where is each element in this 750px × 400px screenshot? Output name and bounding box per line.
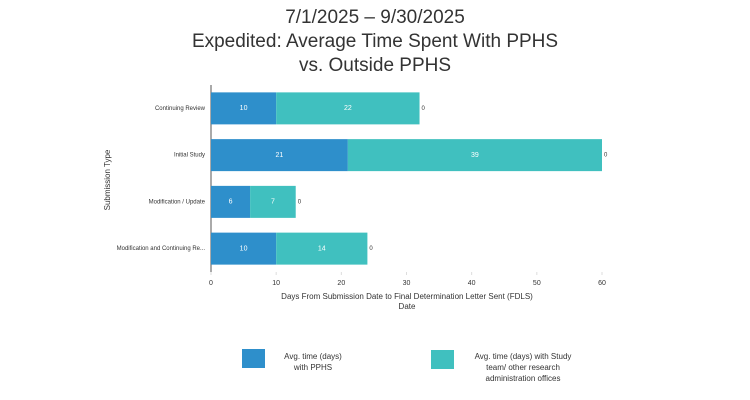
data-label: 22: [344, 105, 352, 112]
y-tick-label: Modification / Update: [149, 199, 206, 205]
bar-segment: [211, 185, 251, 218]
x-tick-label: 30: [403, 280, 411, 287]
y-tick-label: Modification and Continuing Re...: [117, 246, 206, 252]
data-label: 0: [604, 153, 608, 159]
x-tick-label: 40: [468, 280, 476, 287]
x-tick-label: 20: [337, 280, 345, 287]
legend-swatch: [431, 350, 454, 369]
x-tick-label: 50: [533, 280, 541, 287]
data-label: 39: [471, 152, 479, 159]
data-label: 6: [229, 199, 233, 206]
x-tick-label: 0: [209, 280, 213, 287]
bar-segment: [276, 92, 420, 125]
x-axis-label: Days From Submission Date to Final Deter…: [281, 292, 533, 301]
title-line: 7/1/2025 – 9/30/2025: [285, 7, 465, 28]
x-axis-label: Date: [399, 302, 416, 311]
legend-label: Avg. time (days) with PPHS: [284, 352, 342, 372]
data-label: 0: [298, 199, 302, 205]
title-line: Expedited: Average Time Spent With PPHS: [192, 31, 558, 52]
data-label: 21: [276, 152, 284, 159]
bar-segment: [211, 139, 348, 172]
data-label: 14: [318, 245, 326, 252]
bar-segment: [211, 92, 277, 125]
data-label: 10: [240, 105, 248, 112]
data-label: 10: [240, 245, 248, 252]
data-label: 7: [271, 199, 275, 206]
y-axis-label: Submission Type: [103, 149, 112, 210]
legend-label: Avg. time (days) with Study team/ other …: [474, 352, 572, 383]
x-tick-label: 60: [598, 280, 606, 287]
y-tick-label: Continuing Review: [155, 106, 206, 112]
bar-segment: [250, 185, 296, 218]
x-tick-label: 10: [272, 280, 280, 287]
legend-swatch: [242, 349, 265, 368]
y-tick-label: Initial Study: [174, 153, 205, 159]
data-label: 0: [369, 246, 373, 252]
bar-segment: [276, 232, 368, 265]
data-label: 0: [422, 106, 426, 112]
bar-segment: [211, 232, 277, 265]
title-line: vs. Outside PPHS: [299, 55, 451, 76]
bar-segment: [347, 139, 602, 172]
